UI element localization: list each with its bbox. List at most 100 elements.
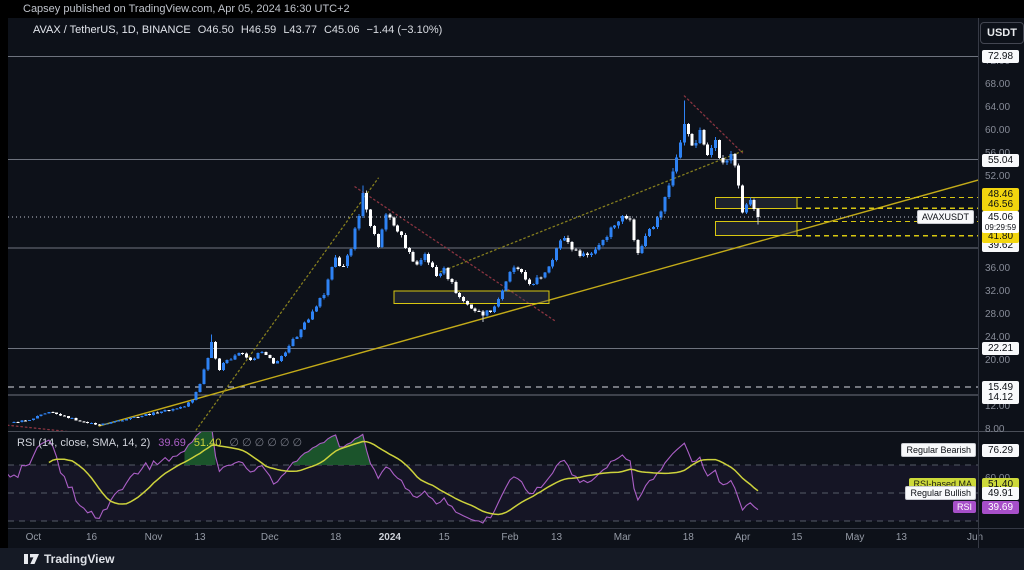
candle-body <box>144 414 148 416</box>
candle-body <box>167 410 171 412</box>
candle-body <box>741 185 744 213</box>
trendlines[interactable] <box>8 95 978 432</box>
candle-body <box>403 234 407 248</box>
price-tick: 28.00 <box>985 309 1011 320</box>
demand-box-44[interactable] <box>714 220 798 237</box>
time-label: Apr <box>734 532 751 543</box>
price-axis[interactable]: USDT 72.0068.0064.0060.0056.0052.0036.00… <box>978 18 1024 548</box>
horizontal-levels[interactable] <box>8 55 978 396</box>
candle-body <box>423 254 427 261</box>
time-label: Feb <box>501 532 519 543</box>
current-price-badge: 45.06 09:29:59 <box>982 210 1019 233</box>
price-level-badge: 15.49 <box>982 380 1019 394</box>
time-axis-border <box>8 528 1024 529</box>
candle-body <box>299 329 303 338</box>
candle-body <box>400 231 403 235</box>
candle-body <box>51 412 55 414</box>
candle-body <box>485 310 489 316</box>
candle-body <box>86 421 90 424</box>
candle-body <box>558 240 562 249</box>
candle-body <box>589 253 593 256</box>
candle-body <box>609 227 613 238</box>
candle-body <box>136 417 140 419</box>
currency-toggle-button[interactable]: USDT <box>980 22 1024 44</box>
candle-body <box>183 406 186 408</box>
candle-body <box>706 144 710 156</box>
candle-body <box>361 193 365 217</box>
candle-body <box>411 251 415 262</box>
candle-body <box>737 165 741 186</box>
candle-body <box>252 358 256 360</box>
candle-body <box>717 140 721 158</box>
candle-body <box>78 420 82 422</box>
ohlc-low: L43.77 <box>283 24 317 36</box>
rsi-line <box>8 432 759 524</box>
candle-body <box>264 351 268 355</box>
candle-body <box>97 424 101 426</box>
supply-box-48[interactable] <box>714 196 798 209</box>
tradingview-wordmark[interactable]: TradingView <box>44 552 115 566</box>
price-level-badge: 22.21 <box>982 342 1019 356</box>
candle-body <box>314 306 318 312</box>
price-tick: 12.00 <box>985 401 1011 412</box>
zones[interactable] <box>393 196 978 305</box>
candle-body <box>117 420 121 422</box>
rsi-pane[interactable] <box>8 432 978 528</box>
tradingview-logo-icon[interactable] <box>24 552 40 566</box>
zone-price-badge: 46.56 <box>982 198 1019 212</box>
candle-body <box>241 352 245 354</box>
candle-body <box>175 408 179 410</box>
time-axis[interactable]: Oct 16 Nov 13 Dec 18 2024 15 Feb 13 Mar 18 Apr 15 May 1… <box>8 529 983 548</box>
candle-body <box>729 154 733 161</box>
candle-body <box>679 142 682 158</box>
candle-body <box>194 392 198 401</box>
main-support-line[interactable] <box>98 179 978 427</box>
pane-separator[interactable] <box>8 431 1024 432</box>
candle-body <box>744 204 748 213</box>
bar-countdown: 09:29:59 <box>984 222 1017 232</box>
time-label: May <box>845 532 865 543</box>
chart-widget[interactable]: AVAX / TetherUS, 1D, BINANCE O46.50 H46.59… <box>8 18 1024 548</box>
jan-demand-box[interactable] <box>393 290 550 305</box>
candle-body <box>690 133 694 146</box>
candle-body <box>434 266 438 276</box>
price-tick: 20.00 <box>985 355 1011 366</box>
time-label: 18 <box>330 532 342 543</box>
rsi-plot-label-rsi: RSI <box>952 501 976 514</box>
candle-body <box>318 298 322 307</box>
price-tick: 36.00 <box>985 263 1011 274</box>
candle-body <box>458 293 462 297</box>
feb-mar-wedge-line[interactable] <box>439 150 744 273</box>
candle-body <box>202 369 206 384</box>
candle-body <box>431 262 434 267</box>
rsi-ma-value: 51.40 <box>193 437 222 449</box>
time-label: 2024 <box>378 532 401 543</box>
candle-body <box>237 352 241 356</box>
price-level-badge: 55.04 <box>982 153 1019 167</box>
time-label: Nov <box>144 532 163 543</box>
price-tick: 56.00 <box>985 148 1010 159</box>
candle-body <box>555 248 558 261</box>
candle-body <box>481 311 485 316</box>
candle-body <box>365 193 369 210</box>
candle-body <box>256 353 260 359</box>
price-tick: 68.00 <box>985 79 1011 90</box>
candle-body <box>152 412 155 416</box>
symbol-legend[interactable]: AVAX / TetherUS, 1D, BINANCE O46.50 H46.59… <box>33 24 442 36</box>
current-price-value: 45.06 <box>987 211 1014 223</box>
rsi-legend[interactable]: RSI (14, close, SMA, 14, 2) 39.69 51.40 ∅ ∅… <box>17 436 302 449</box>
candle-body <box>659 211 663 218</box>
candle-body <box>198 384 202 393</box>
candle-body <box>624 216 628 219</box>
mar-triangle-down-line[interactable] <box>683 95 744 154</box>
main-price-pane[interactable] <box>8 18 978 432</box>
rsi-ma-line <box>48 440 759 516</box>
rsi-overbought-fill <box>293 434 371 465</box>
candle-body <box>28 420 31 422</box>
dec-jan-down-line[interactable] <box>354 186 558 323</box>
published-header: Capsey published on TradingView.com, Apr… <box>0 0 1024 18</box>
nov-dec-steep-line[interactable] <box>195 177 379 431</box>
candle-body <box>392 217 396 226</box>
candle-body <box>341 265 345 267</box>
